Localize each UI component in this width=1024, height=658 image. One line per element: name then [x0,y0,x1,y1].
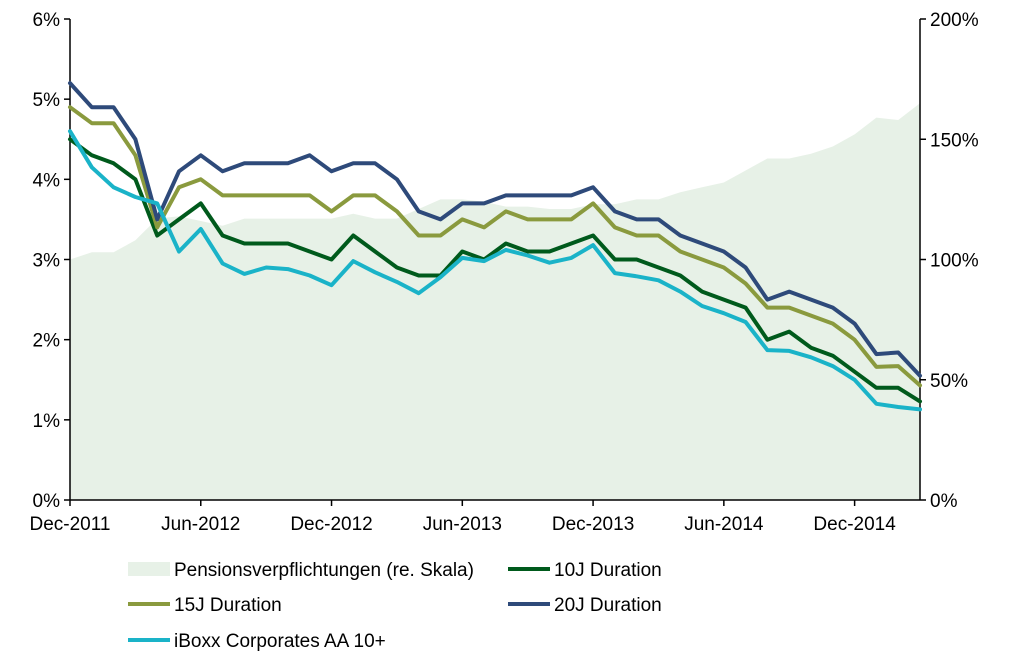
legend-item: 10J Duration [508,560,662,581]
x-tick-label: Jun-2014 [684,514,764,535]
right-tick-label: 200% [930,10,979,31]
pension-area-layer [70,103,920,500]
right-tick-label: 150% [930,130,979,151]
left-tick-label: 1% [33,411,61,432]
x-tick-label: Dec-2012 [290,514,372,535]
legend-label: iBoxx Corporates AA 10+ [174,631,386,652]
series-layer [68,81,922,412]
pension-area [70,103,920,500]
x-tick-label: Dec-2013 [552,514,634,535]
legend-item: 20J Duration [508,595,662,616]
right-tick-label: 0% [930,491,958,512]
series-line-2 [68,105,922,388]
left-tick-label: 0% [33,491,61,512]
x-tick-label: Dec-2014 [813,514,896,535]
right-tick-label: 100% [930,251,979,272]
left-tick-label: 6% [33,10,61,31]
x-tick-label: Dec-2011 [30,514,111,535]
legend-label: 10J Duration [554,560,662,581]
right-tick-label: 50% [930,371,968,392]
legend-swatch-area [128,562,170,576]
ticks-layer: 0% 1% 2% 3% 4% 5% 6% 0% 50% 100% 150% 200% Dec-2011 J… [30,10,979,535]
legend-label: 20J Duration [554,595,662,616]
series-line-1 [68,137,922,404]
series-line-3 [68,81,922,378]
legend-label: 15J Duration [174,595,282,616]
x-tick-label: Jun-2012 [161,514,240,535]
left-tick-label: 5% [33,90,61,111]
legend-label: Pensionsverpflichtungen (re. Skala) [174,560,474,581]
series-line-4 [68,129,922,412]
legend-item: iBoxx Corporates AA 10+ [128,631,386,652]
legend: Pensionsverpflichtungen (re. Skala) 10J D… [128,560,662,652]
left-tick-label: 2% [33,331,61,352]
left-tick-label: 3% [33,251,61,272]
x-tick-label: Jun-2013 [423,514,502,535]
legend-item: Pensionsverpflichtungen (re. Skala) [128,560,474,581]
legend-item: 15J Duration [128,595,282,616]
left-tick-label: 4% [33,170,61,191]
